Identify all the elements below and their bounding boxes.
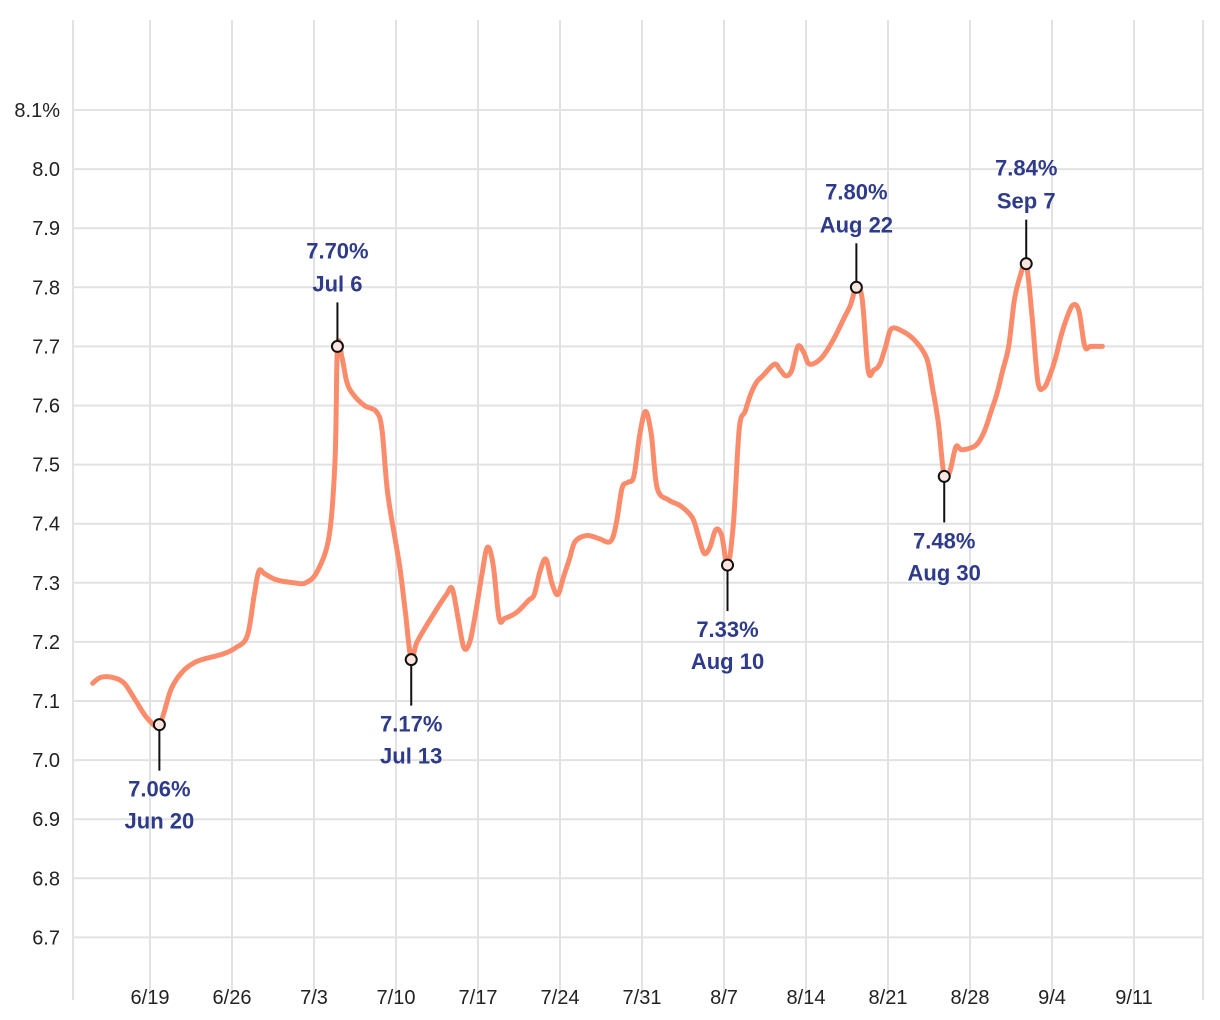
y-tick-label: 7.8 [32,277,60,299]
y-tick-label: 6.7 [32,927,60,949]
annotation-value-label: 7.80% [825,179,887,204]
annotation-marker [152,718,166,732]
y-tick-label: 7.5 [32,455,60,477]
y-tick-label: 7.6 [32,396,60,418]
y-tick-label: 7.2 [32,632,60,654]
y-tick-label: 6.8 [32,868,60,890]
x-tick-label: 8/7 [710,987,738,1009]
annotation-value-label: 7.33% [696,617,758,642]
annotation-marker [849,280,863,294]
y-tick-label: 6.9 [32,809,60,831]
y-tick-label: 7.0 [32,750,60,772]
y-tick-label: 7.7 [32,336,60,358]
x-tick-label: 7/3 [300,987,328,1009]
annotation-marker [1019,257,1033,271]
y-tick-label: 7.3 [32,573,60,595]
x-tick-label: 7/31 [623,987,662,1009]
annotation-value-label: 7.17% [380,712,442,737]
annotation-value-label: 7.06% [128,777,190,802]
annotation-date-label: Aug 10 [691,649,764,674]
annotation-marker [404,653,418,667]
series-layer [90,259,1105,729]
y-tick-label: 7.1 [32,691,60,713]
y-tick-label: 8.1% [14,100,60,122]
annotation-date-label: Jul 6 [312,271,362,296]
x-tick-label: 6/26 [213,987,252,1009]
y-tick-label: 8.0 [32,159,60,181]
x-tick-label: 7/17 [459,987,498,1009]
annotation-marker [721,558,735,572]
annotation-date-label: Jun 20 [125,809,195,834]
x-tick-label: 8/14 [787,987,826,1009]
annotation-value-label: 7.84% [995,156,1057,181]
x-tick-label: 8/28 [951,987,990,1009]
annotation-date-label: Aug 30 [908,560,981,585]
x-tick-label: 6/19 [131,987,170,1009]
x-tick-label: 8/21 [869,987,908,1009]
annotation-value-label: 7.48% [913,528,975,553]
y-tick-label: 7.4 [32,514,60,536]
annotations: 7.06% Jun 20 7.70% Jul 6 7.17% Jul 13 7.33% Aug… [125,156,1058,834]
annotation-date-label: Aug 22 [820,212,893,237]
annotation-marker [330,339,344,353]
annotation-date-label: Sep 7 [997,189,1056,214]
y-tick-label: 7.9 [32,218,60,240]
x-tick-label: 7/24 [541,987,580,1009]
annotation-value-label: 7.70% [306,238,368,263]
x-tick-label: 7/10 [377,987,416,1009]
series-line-rate [90,259,1105,729]
gridlines [72,20,1204,1000]
x-tick-label: 9/4 [1038,987,1066,1009]
annotation-marker [937,469,951,483]
annotation-date-label: Jul 13 [380,744,442,769]
axis-labels: 8.1% 8.0 7.9 7.8 7.7 7.6 7.5 7.4 7.3 7.2 7.1 7.0 6.9… [14,100,1152,1009]
x-tick-label: 9/11 [1115,987,1152,1009]
